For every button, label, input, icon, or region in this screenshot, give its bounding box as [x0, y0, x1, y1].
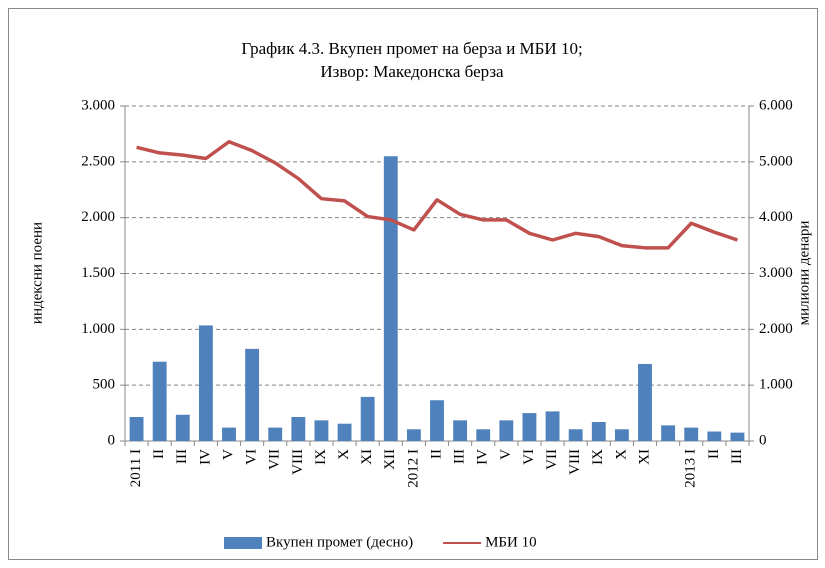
- y2-tick-label: 6.000: [759, 97, 793, 113]
- bar: [522, 413, 537, 441]
- y2-tick-label: 0: [759, 432, 767, 448]
- bar: [707, 431, 722, 441]
- x-tick-label: II: [151, 449, 167, 459]
- x-tick-label: 2011 I: [128, 449, 144, 487]
- y-tick-label: 2.000: [81, 209, 115, 225]
- bar: [730, 432, 745, 441]
- bar: [591, 422, 606, 441]
- x-tick-label: III: [174, 449, 190, 464]
- bar: [499, 420, 514, 441]
- bar: [245, 348, 260, 441]
- chart-title: Извор: Македонска берза: [320, 62, 504, 81]
- bar: [568, 429, 583, 441]
- y-tick-label: 0: [108, 432, 116, 448]
- x-tick-label: VII: [544, 449, 560, 470]
- y-tick-label: 1.000: [81, 321, 115, 337]
- x-tick-label: XII: [382, 449, 398, 470]
- x-tick-label: VIII: [290, 449, 306, 475]
- bar: [222, 427, 236, 441]
- x-tick-label: VII: [267, 449, 283, 470]
- bar: [152, 361, 167, 441]
- bar: [476, 429, 491, 441]
- y-tick-label: 500: [93, 377, 116, 393]
- x-tick-label: III: [729, 449, 745, 464]
- x-tick-label: II: [428, 449, 444, 459]
- x-tick-label: VIII: [567, 449, 583, 475]
- chart-title: График 4.3. Вкупен промет на берза и МБИ…: [241, 39, 582, 58]
- x-tick-label: VI: [244, 449, 260, 465]
- bar: [406, 429, 421, 441]
- legend-swatch: [224, 537, 262, 549]
- y2-tick-label: 2.000: [759, 321, 793, 337]
- x-tick-label: III: [452, 449, 468, 464]
- bar: [360, 396, 375, 441]
- x-tick-label: X: [613, 449, 629, 460]
- bar: [614, 429, 629, 441]
- bar: [291, 416, 306, 441]
- bar: [684, 427, 699, 441]
- x-tick-label: 2012 I: [405, 449, 421, 488]
- x-tick-label: IX: [590, 449, 606, 465]
- bar: [383, 156, 398, 441]
- bar: [337, 423, 352, 441]
- y-tick-label: 3.000: [81, 97, 115, 113]
- x-tick-label: IV: [475, 449, 491, 465]
- bar: [453, 420, 468, 441]
- line: [136, 139, 739, 250]
- y2-axis-title: милиони денари: [796, 221, 812, 326]
- y2-tick-label: 5.000: [759, 153, 793, 169]
- legend-label: МБИ 10: [485, 534, 537, 550]
- bar: [198, 325, 213, 441]
- chart-frame: [8, 8, 818, 560]
- x-tick-label: 2013 I: [683, 449, 699, 488]
- bar: [545, 411, 560, 441]
- y2-tick-label: 1.000: [759, 377, 793, 393]
- y2-tick-label: 4.000: [759, 209, 793, 225]
- bar: [661, 425, 676, 441]
- y-axis-title: индексни поени: [29, 222, 45, 324]
- bar: [314, 420, 329, 441]
- x-tick-label: X: [336, 449, 352, 460]
- x-tick-label: XI: [359, 449, 375, 465]
- bar: [638, 363, 652, 441]
- x-tick-label: IV: [197, 449, 213, 465]
- bar: [175, 414, 190, 441]
- y-tick-label: 2.500: [81, 153, 115, 169]
- bar: [430, 400, 444, 441]
- bar: [129, 416, 144, 441]
- x-tick-label: VI: [521, 449, 537, 465]
- y-tick-label: 1.500: [81, 265, 115, 281]
- x-tick-label: V: [498, 449, 514, 460]
- x-tick-label: V: [220, 449, 236, 460]
- x-tick-label: IX: [313, 449, 329, 465]
- legend-label: Вкупен промет (десно): [266, 534, 413, 550]
- bar: [268, 427, 283, 441]
- y2-tick-label: 3.000: [759, 265, 793, 281]
- x-tick-label: II: [706, 449, 722, 459]
- x-tick-label: XI: [636, 449, 652, 465]
